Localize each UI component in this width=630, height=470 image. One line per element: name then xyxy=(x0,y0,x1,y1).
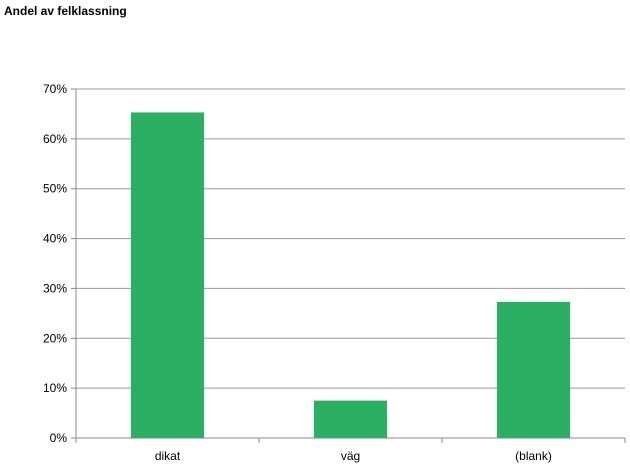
bar-blank xyxy=(496,301,571,438)
chart-title: Andel av felklassning xyxy=(4,4,127,18)
y-tick-label: 20% xyxy=(43,331,67,345)
y-tick-label: 70% xyxy=(43,82,67,96)
y-tick-label: 10% xyxy=(43,381,67,395)
y-tick-label: 0% xyxy=(50,431,68,445)
x-tick-label: dikat xyxy=(155,449,181,463)
y-tick-label: 60% xyxy=(43,132,67,146)
y-tick-label: 50% xyxy=(43,182,67,196)
y-tick-label: 30% xyxy=(43,281,67,295)
x-tick-label: (blank) xyxy=(515,449,552,463)
y-tick-label: 40% xyxy=(43,232,67,246)
bar-dikat xyxy=(130,112,205,438)
bar-vg xyxy=(313,400,388,438)
x-tick-label: väg xyxy=(341,449,360,463)
